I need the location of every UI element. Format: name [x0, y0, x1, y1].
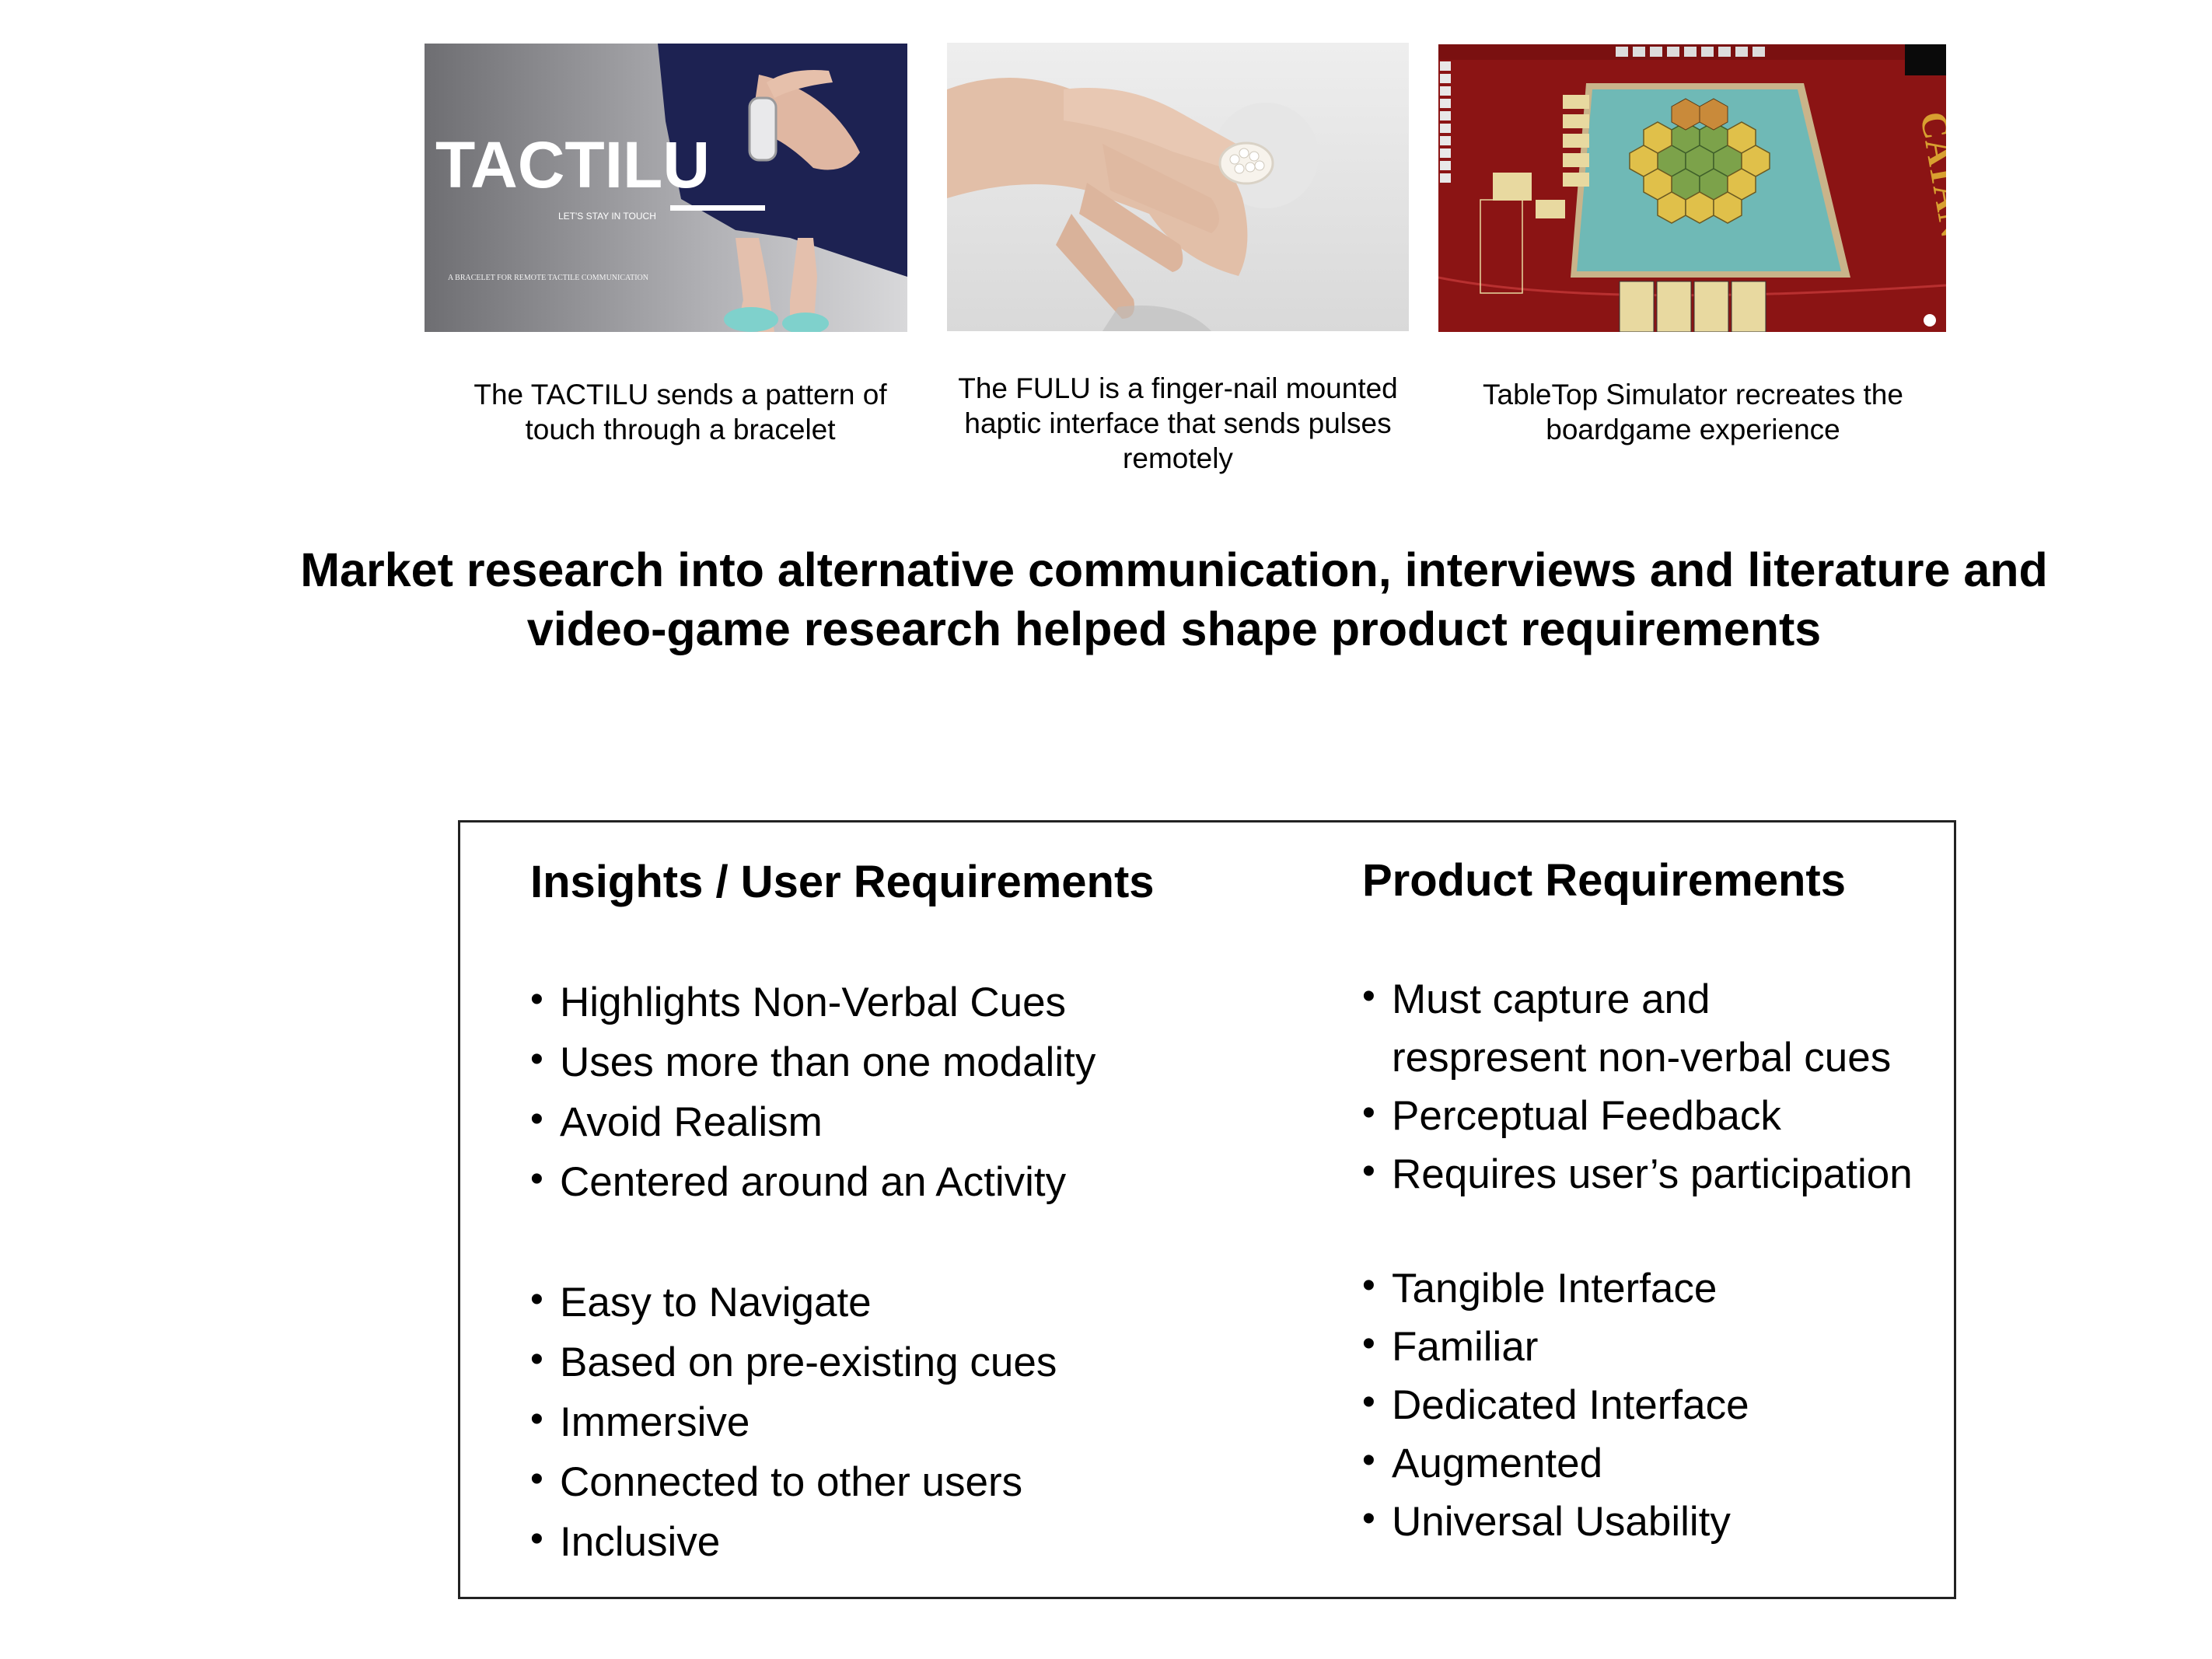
tabletop-caption: TableTop Simulator recreates the boardga… [1483, 379, 1903, 445]
list-item: Universal Usability [1362, 1490, 1922, 1551]
list-item: Familiar [1362, 1315, 1922, 1376]
insights-list-1: Highlights Non-Verbal Cues Uses more tha… [530, 970, 1230, 1211]
list-item: Tangible Interface [1362, 1256, 1922, 1318]
fulu-image [947, 43, 1409, 331]
list-item: Immersive [530, 1390, 1230, 1451]
list-item: Requires user’s participation [1362, 1142, 1922, 1203]
product-list-2: Tangible Interface Familiar Dedicated In… [1362, 1256, 1922, 1551]
list-item: Must capture and respresent non-verbal c… [1362, 967, 1905, 1087]
tactilu-caption: The TACTILU sends a pattern of touch thr… [474, 379, 887, 445]
list-item: Based on pre-existing cues [530, 1330, 1230, 1392]
list-item: Connected to other users [530, 1450, 1230, 1511]
insights-title: Insights / User Requirements [530, 857, 1155, 907]
product-column: Product Requirements Must capture and re… [1362, 854, 1922, 1551]
boardgame-screenshot-icon: CATAN [1438, 44, 1946, 332]
headline: Market research into alternative communi… [300, 543, 2048, 655]
tactilu-logo-text: TACTILU [435, 128, 710, 201]
tactilu-subtitle: A BRACELET FOR REMOTE TACTILE COMMUNICAT… [448, 274, 648, 282]
tactilu-image: TACTILU LET'S STAY IN TOUCH A BRACELET F… [425, 44, 907, 332]
list-item: Uses more than one modality [530, 1030, 1230, 1091]
hand-photo-icon [947, 43, 1409, 331]
list-item: Inclusive [530, 1510, 1230, 1571]
list-item: Highlights Non-Verbal Cues [530, 970, 1230, 1032]
list-item: Augmented [1362, 1431, 1922, 1493]
insights-list-2: Easy to Navigate Based on pre-existing c… [530, 1270, 1230, 1571]
fulu-caption: The FULU is a finger-nail mounted haptic… [958, 372, 1398, 474]
bracelet-photo-icon: TACTILU LET'S STAY IN TOUCH A BRACELET F… [425, 44, 907, 332]
list-item: Easy to Navigate [530, 1270, 1230, 1332]
product-title: Product Requirements [1362, 855, 1846, 906]
list-item: Centered around an Activity [530, 1150, 1230, 1211]
tactilu-tagline: LET'S STAY IN TOUCH [558, 211, 656, 222]
insights-column: Insights / User Requirements Highlights … [530, 855, 1230, 1571]
list-item: Avoid Realism [530, 1090, 1230, 1151]
product-list-1: Must capture and respresent non-verbal c… [1362, 967, 1922, 1203]
list-item: Dedicated Interface [1362, 1373, 1922, 1434]
requirements-box: Insights / User Requirements Highlights … [458, 820, 1956, 1599]
list-item: Perceptual Feedback [1362, 1084, 1922, 1145]
tabletop-image: CATAN [1438, 44, 1946, 332]
